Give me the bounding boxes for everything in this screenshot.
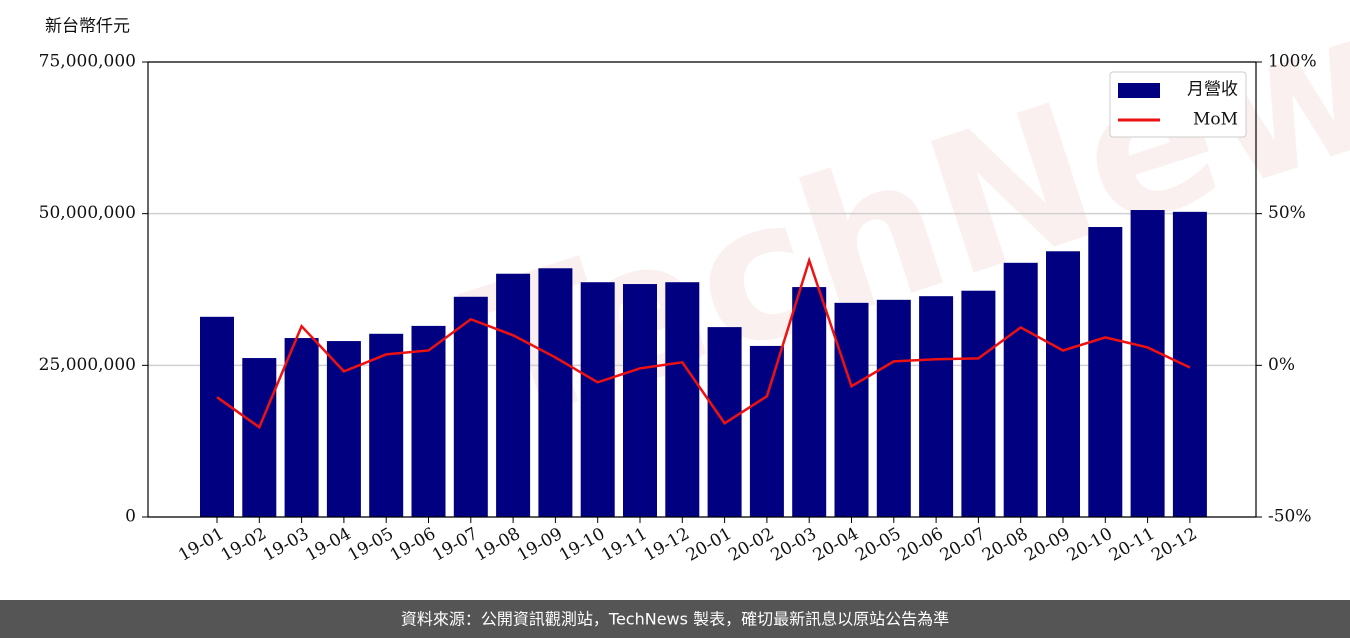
x-tick-label: 19-09 xyxy=(514,524,566,566)
x-tick-label: 19-05 xyxy=(345,524,397,566)
bar xyxy=(623,284,657,517)
bar xyxy=(961,290,996,517)
y-tick-label: 25,000,000 xyxy=(39,355,136,375)
bar xyxy=(411,325,446,517)
bar xyxy=(453,296,488,517)
x-tick-label: 20-12 xyxy=(1148,524,1200,566)
bar xyxy=(1172,211,1207,517)
plot-frame xyxy=(147,61,1257,518)
y2-tick-label: 100% xyxy=(1268,52,1317,72)
x-tick-label: 20-01 xyxy=(683,524,735,566)
bar xyxy=(1088,227,1123,517)
x-tick-label: 19-04 xyxy=(302,524,354,566)
x-tick-label: 20-10 xyxy=(1064,524,1116,566)
y-tick-label: 0 xyxy=(125,507,136,527)
x-tick-label: 20-02 xyxy=(725,524,777,566)
footer: 資料來源：公開資訊觀測站，TechNews 製表，確切最新訊息以原站公告為準 xyxy=(401,610,949,629)
bar xyxy=(665,282,700,517)
legend-label: 月營收 xyxy=(1187,80,1238,100)
y2-tick-label: 0% xyxy=(1268,355,1295,375)
bar xyxy=(242,358,277,517)
bar xyxy=(919,296,954,517)
bar xyxy=(580,282,615,517)
bar xyxy=(1130,210,1165,517)
x-tick-label: 20-08 xyxy=(979,524,1031,566)
bar xyxy=(792,287,827,517)
bar xyxy=(1003,262,1038,517)
bar xyxy=(496,273,531,517)
bar xyxy=(538,268,573,517)
y-axis-label: 新台幣仟元 xyxy=(45,17,130,37)
bar xyxy=(834,302,869,517)
bar xyxy=(749,345,784,517)
x-tick-label: 19-02 xyxy=(218,524,270,566)
y2-tick-label: -50% xyxy=(1268,507,1312,527)
y-tick-label: 75,000,000 xyxy=(39,52,136,72)
x-tick-label: 20-06 xyxy=(894,524,946,566)
y-tick-label: 50,000,000 xyxy=(39,203,136,223)
x-tick-label: 19-03 xyxy=(260,524,312,566)
x-tick-label: 19-12 xyxy=(641,524,693,566)
x-tick-label: 20-03 xyxy=(768,524,820,566)
x-tick-label: 19-11 xyxy=(598,524,650,566)
footer-band xyxy=(0,600,1350,638)
y2-tick-label: 50% xyxy=(1268,203,1306,223)
x-tick-label: 19-07 xyxy=(429,524,481,566)
x-tick-label: 19-08 xyxy=(471,524,523,566)
x-tick-label: 19-10 xyxy=(556,524,608,566)
bar xyxy=(1046,251,1080,517)
x-tick-label: 20-09 xyxy=(1021,524,1073,566)
line xyxy=(216,256,1191,430)
legend-label: MoM xyxy=(1193,110,1238,130)
x-tick-label: 19-06 xyxy=(387,524,439,566)
x-tick-label: 20-05 xyxy=(852,524,904,566)
bar xyxy=(284,338,319,517)
bar xyxy=(876,299,911,517)
x-tick-label: 20-07 xyxy=(937,524,989,566)
bar xyxy=(369,333,404,517)
x-tick-label: 20-04 xyxy=(810,524,862,566)
bar xyxy=(200,316,234,517)
x-tick-label: 20-11 xyxy=(1106,524,1158,566)
legend-swatch xyxy=(1118,83,1160,98)
x-tick-label: 19-01 xyxy=(175,524,227,566)
